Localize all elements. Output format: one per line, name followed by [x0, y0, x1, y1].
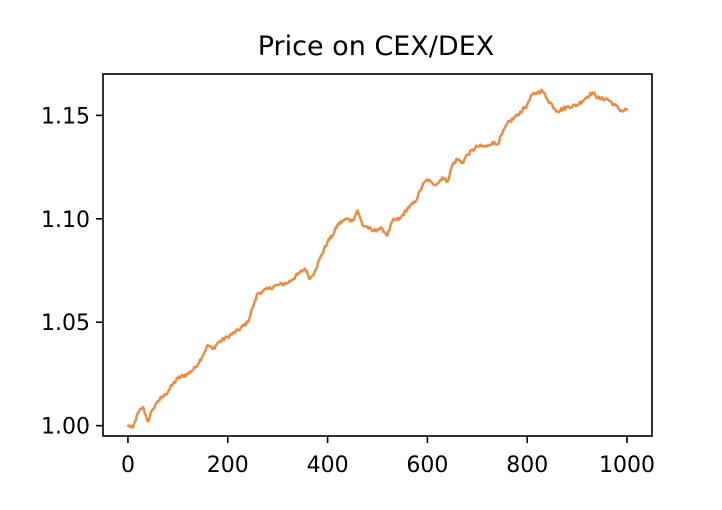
- axis-ticks: 0 200 400 600 800 1000 1.00 1.05 1.10 1.15: [41, 104, 655, 478]
- x-tick-label: 800: [506, 453, 548, 478]
- x-tick-label: 200: [207, 453, 249, 478]
- series-line: [126, 88, 629, 429]
- x-tick-label: 1000: [599, 453, 655, 478]
- y-tick-label: 1.10: [41, 208, 90, 233]
- x-tick-label: 400: [307, 453, 349, 478]
- plot-area-frame: [102, 73, 653, 437]
- y-tick-label: 1.05: [41, 311, 90, 336]
- series-layer: [126, 88, 629, 429]
- x-tick-label: 0: [121, 453, 135, 478]
- chart-title: Price on CEX/DEX: [258, 31, 495, 62]
- y-tick-label: 1.15: [41, 104, 90, 129]
- x-tick-label: 600: [406, 453, 448, 478]
- y-tick-label: 1.00: [41, 415, 90, 440]
